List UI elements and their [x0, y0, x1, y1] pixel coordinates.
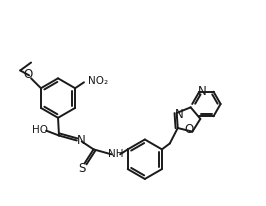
- Text: N: N: [198, 85, 207, 98]
- Text: S: S: [78, 162, 85, 175]
- Text: NO₂: NO₂: [88, 76, 108, 86]
- Text: NH: NH: [109, 149, 124, 159]
- Text: O: O: [23, 68, 32, 81]
- Text: N: N: [77, 134, 86, 147]
- Text: O: O: [185, 123, 194, 136]
- Text: N: N: [175, 108, 184, 122]
- Text: HO: HO: [32, 125, 48, 135]
